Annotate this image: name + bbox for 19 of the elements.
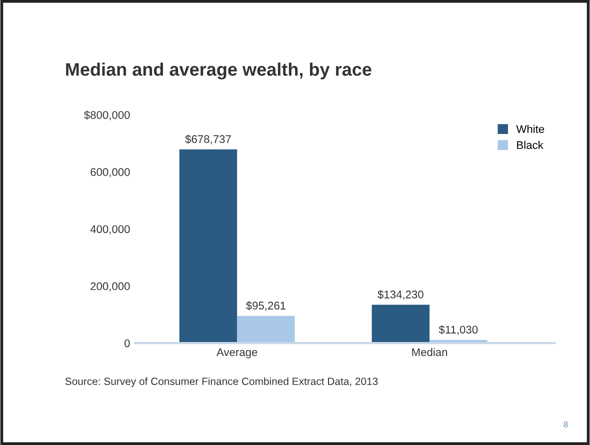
y-tick-label: 200,000 [90,282,130,292]
data-label: $95,261 [246,301,286,311]
chart-title: Median and average wealth, by race [66,62,372,80]
data-label: $11,030 [438,325,478,335]
x-tick-label: Average [216,348,258,358]
text: 8 [564,421,568,428]
y-tick-label: 600,000 [90,168,130,178]
y-tick-label: 400,000 [90,225,130,234]
y-tick-label: $800,000 [84,110,130,120]
legend-label: Black [517,140,544,150]
legend-label: White [516,124,544,134]
source-note: Source: Survey of Consumer Finance Combined Extract Data, 2013 [65,377,378,388]
y-tick-label: 0 [124,339,130,348]
data-label: $134,230 [378,290,424,300]
bar [237,316,295,344]
bar [179,149,238,344]
bar [372,304,430,344]
data-label: $678,737 [185,134,231,144]
x-tick-label: Median [412,348,448,356]
